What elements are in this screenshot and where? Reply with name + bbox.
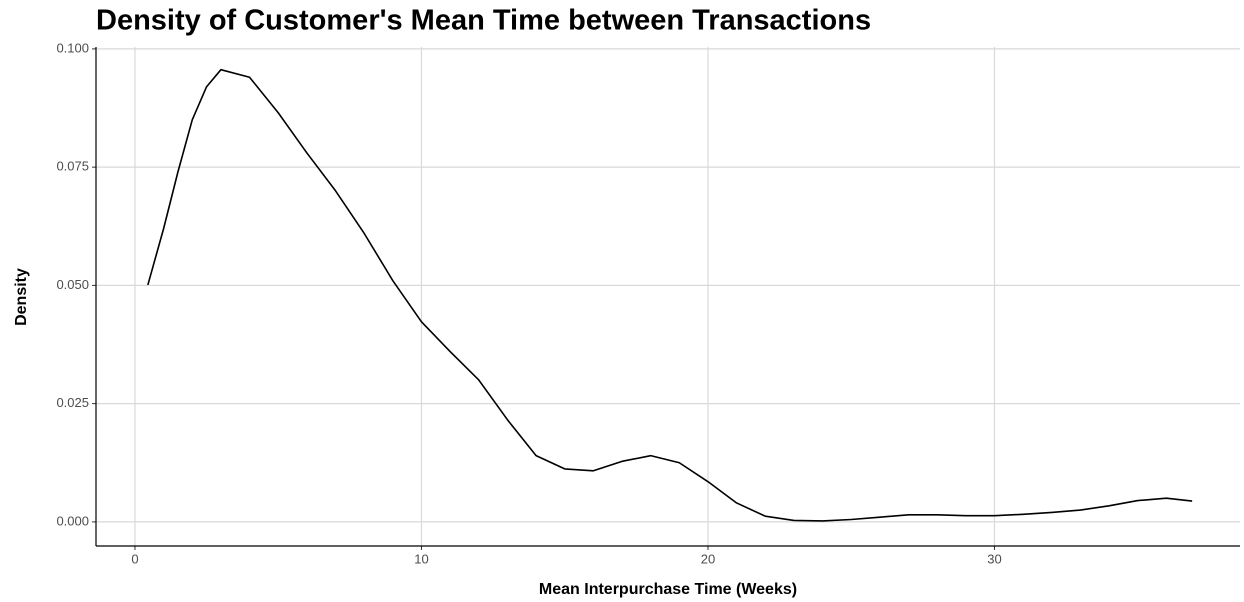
y-axis-label: Density [13,268,30,326]
x-tick-label: 0 [131,551,138,566]
density-line [147,68,1193,522]
y-tick-label: 0.050 [56,277,89,292]
y-tick-label: 0.025 [56,395,89,410]
y-tick-label: 0.000 [56,513,89,528]
chart-title: Density of Customer's Mean Time between … [96,5,871,37]
y-tick-label: 0.100 [56,40,89,55]
y-tick-label: 0.075 [56,159,89,174]
x-tick-label: 30 [987,551,1001,566]
x-tick-label: 10 [414,551,428,566]
x-tick-label: 20 [701,551,715,566]
x-axis-label: Mean Interpurchase Time (Weeks) [539,581,797,598]
